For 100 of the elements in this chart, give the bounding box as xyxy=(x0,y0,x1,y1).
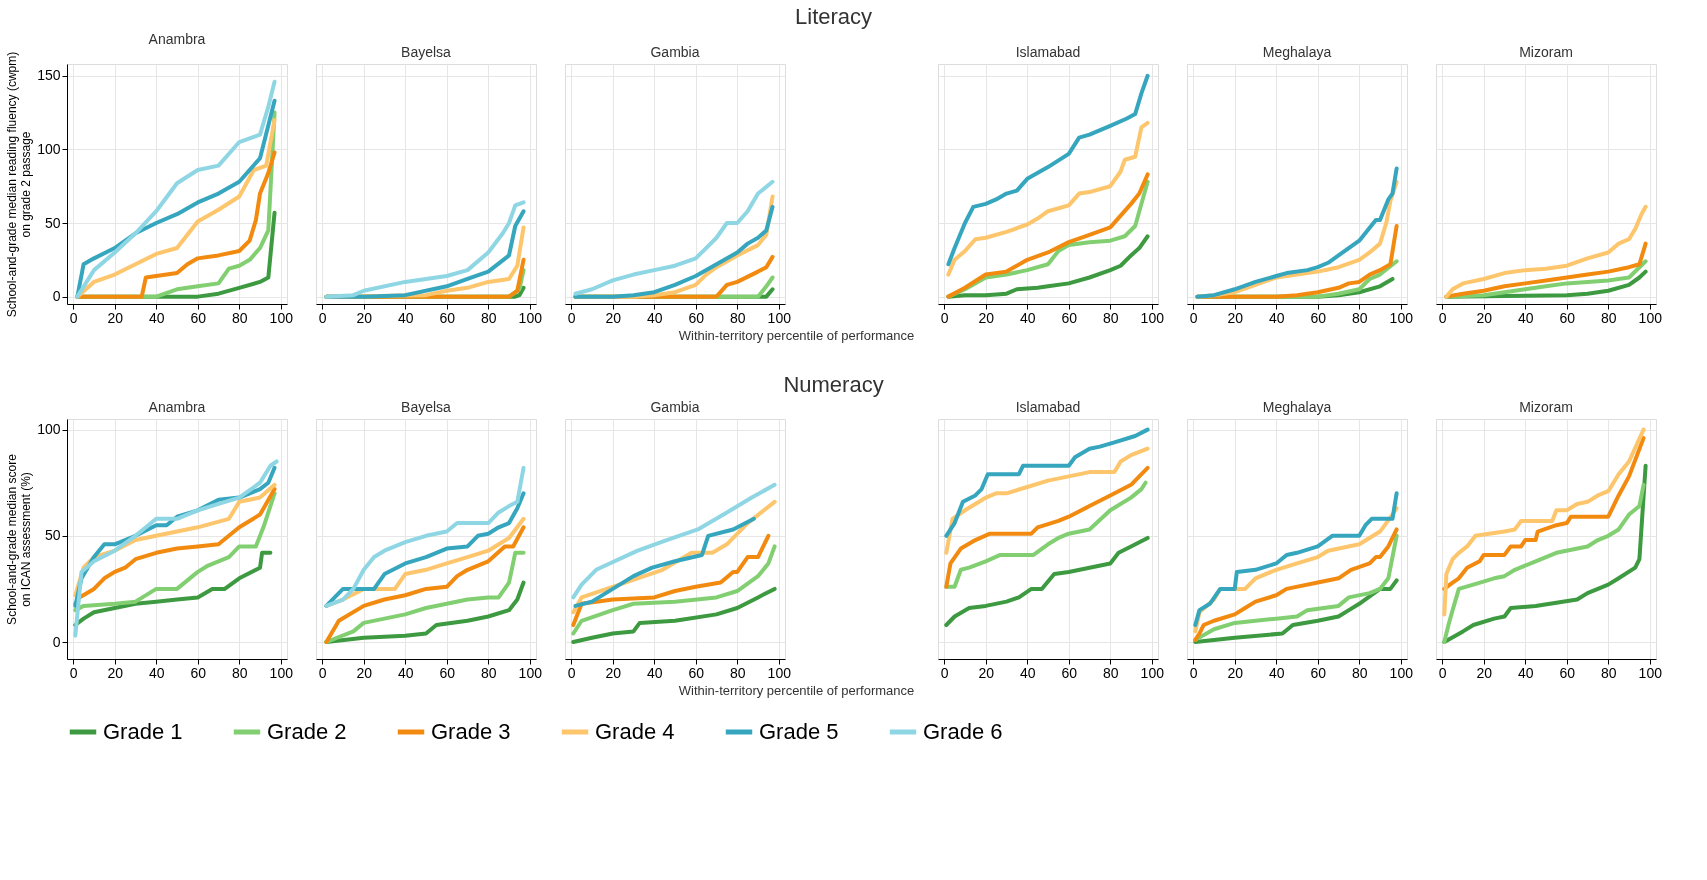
chart-title: Islamabad xyxy=(1015,44,1081,60)
y-tick-label: 100 xyxy=(37,140,61,157)
x-tick-label: 20 xyxy=(107,309,124,326)
y-tick-label: 50 xyxy=(44,214,61,231)
x-tick-label: 0 xyxy=(1189,309,1198,326)
x-tick-label: 80 xyxy=(1600,664,1617,681)
x-tick-label: 100 xyxy=(518,664,543,681)
x-tick-label: 60 xyxy=(1559,664,1576,681)
x-axis-title: Within-territory percentile of performance xyxy=(678,327,915,343)
x-tick-label: 20 xyxy=(1476,664,1493,681)
legend-label: Grade 1 xyxy=(103,719,183,744)
x-tick-label: 100 xyxy=(269,664,294,681)
x-tick-label: 80 xyxy=(729,309,746,326)
x-tick-label: 80 xyxy=(231,309,248,326)
x-tick-label: 60 xyxy=(1061,309,1078,326)
chart-title: Meghalaya xyxy=(1262,399,1332,415)
y-tick-label: 150 xyxy=(37,67,61,84)
x-tick-label: 20 xyxy=(605,309,622,326)
x-tick-label: 60 xyxy=(688,309,705,326)
x-tick-label: 40 xyxy=(1019,309,1036,326)
x-tick-label: 100 xyxy=(767,309,792,326)
chart-title: Mizoram xyxy=(1519,44,1573,60)
x-tick-label: 0 xyxy=(1438,664,1447,681)
x-tick-label: 100 xyxy=(1638,664,1663,681)
x-tick-label: 60 xyxy=(1310,664,1327,681)
chart-title: Mizoram xyxy=(1519,399,1573,415)
x-tick-label: 0 xyxy=(318,309,327,326)
x-tick-label: 0 xyxy=(1189,664,1198,681)
x-tick-label: 80 xyxy=(1351,664,1368,681)
x-tick-label: 80 xyxy=(729,664,746,681)
x-tick-label: 40 xyxy=(397,309,414,326)
x-tick-label: 100 xyxy=(767,664,792,681)
chart-title: Bayelsa xyxy=(401,399,452,415)
legend-label: Grade 2 xyxy=(267,719,347,744)
x-tick-label: 0 xyxy=(69,309,78,326)
x-axis-title: Within-territory percentile of performance xyxy=(678,682,915,698)
x-tick-label: 20 xyxy=(1476,309,1493,326)
x-tick-label: 20 xyxy=(107,664,124,681)
x-tick-label: 100 xyxy=(1389,664,1414,681)
legend-label: Grade 4 xyxy=(595,719,675,744)
chart-title: Anambra xyxy=(148,399,206,415)
x-tick-label: 20 xyxy=(605,664,622,681)
x-tick-label: 80 xyxy=(231,664,248,681)
x-tick-label: 40 xyxy=(1517,664,1534,681)
chart-title: Gambia xyxy=(650,399,700,415)
legend-label: Grade 3 xyxy=(431,719,511,744)
x-tick-label: 40 xyxy=(1268,664,1285,681)
x-tick-label: 40 xyxy=(397,664,414,681)
x-tick-label: 40 xyxy=(148,664,165,681)
x-tick-label: 0 xyxy=(940,664,949,681)
x-tick-label: 40 xyxy=(1019,664,1036,681)
x-tick-label: 40 xyxy=(1268,309,1285,326)
x-tick-label: 60 xyxy=(439,664,456,681)
y-axis-title: School-and-grade median reading fluency (cwpm) on grade 2 passage xyxy=(5,51,34,318)
x-tick-label: 20 xyxy=(356,309,373,326)
legend-label: Grade 6 xyxy=(923,719,1003,744)
x-tick-label: 60 xyxy=(190,309,207,326)
x-tick-label: 0 xyxy=(567,309,576,326)
x-tick-label: 80 xyxy=(1600,309,1617,326)
x-tick-label: 100 xyxy=(1389,309,1414,326)
x-tick-label: 100 xyxy=(1140,309,1165,326)
x-tick-label: 80 xyxy=(1351,309,1368,326)
x-tick-label: 0 xyxy=(318,664,327,681)
chart-title: Meghalaya xyxy=(1262,44,1332,60)
chart-title: Anambra xyxy=(148,31,206,48)
y-axis-title: School-and-grade median score on ICAN assessment (%) xyxy=(5,453,34,625)
y-tick-label: 100 xyxy=(37,421,61,438)
x-tick-label: 80 xyxy=(480,664,497,681)
x-tick-label: 80 xyxy=(480,309,497,326)
x-tick-label: 100 xyxy=(1140,664,1165,681)
x-tick-label: 80 xyxy=(1102,664,1119,681)
chart-title: Bayelsa xyxy=(401,44,452,60)
text: Numeracy xyxy=(783,371,884,397)
x-tick-label: 40 xyxy=(646,664,663,681)
x-tick-label: 60 xyxy=(688,664,705,681)
x-tick-label: 20 xyxy=(978,309,995,326)
x-tick-label: 60 xyxy=(1061,664,1078,681)
x-tick-label: 0 xyxy=(940,309,949,326)
x-tick-label: 20 xyxy=(1227,664,1244,681)
x-tick-label: 40 xyxy=(1517,309,1534,326)
chart-title: Gambia xyxy=(650,44,700,60)
x-tick-label: 60 xyxy=(190,664,207,681)
x-tick-label: 0 xyxy=(567,664,576,681)
legend-label: Grade 5 xyxy=(759,719,839,744)
x-tick-label: 40 xyxy=(148,309,165,326)
text: Literacy xyxy=(795,3,873,29)
y-tick-label: 0 xyxy=(52,633,61,650)
x-tick-label: 0 xyxy=(69,664,78,681)
x-tick-label: 100 xyxy=(1638,309,1663,326)
x-tick-label: 40 xyxy=(646,309,663,326)
x-tick-label: 100 xyxy=(518,309,543,326)
y-tick-label: 0 xyxy=(52,288,61,305)
x-tick-label: 60 xyxy=(439,309,456,326)
y-tick-label: 50 xyxy=(44,527,61,544)
x-tick-label: 20 xyxy=(978,664,995,681)
chart-title: Islamabad xyxy=(1015,399,1081,415)
x-tick-label: 80 xyxy=(1102,309,1119,326)
x-tick-label: 0 xyxy=(1438,309,1447,326)
x-tick-label: 20 xyxy=(356,664,373,681)
x-tick-label: 60 xyxy=(1310,309,1327,326)
